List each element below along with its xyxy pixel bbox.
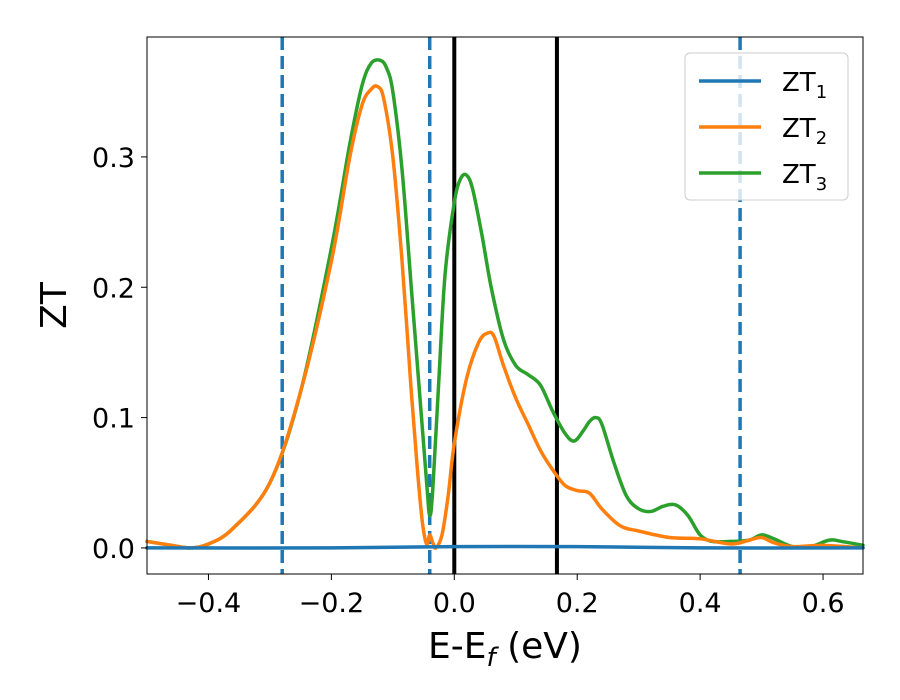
legend: ZT1 ZT2 ZT3 xyxy=(684,52,849,201)
x-axis-label: E-Ef (eV) xyxy=(428,626,582,673)
y-tick-label: 0.0 xyxy=(92,534,135,565)
series-lines xyxy=(145,58,865,550)
series-line-zt1 xyxy=(145,544,865,550)
x-tick-label: −0.2 xyxy=(299,588,365,619)
legend-box xyxy=(684,52,849,201)
x-tick-label: 0.6 xyxy=(802,588,845,619)
x-tick-label: −0.4 xyxy=(176,588,242,619)
x-tick-label: 0.4 xyxy=(679,588,722,619)
reference-lines xyxy=(280,37,742,574)
y-tick-label: 0.2 xyxy=(92,273,135,304)
x-axis-ticks: −0.4 −0.2 0.0 0.2 0.4 0.6 xyxy=(176,574,845,619)
legend-label-zt2: ZT2 xyxy=(782,114,827,149)
x-tick-label: 0.0 xyxy=(433,588,476,619)
legend-label-zt3: ZT3 xyxy=(782,160,827,195)
series-line-zt3 xyxy=(145,58,865,550)
legend-label-zt1: ZT1 xyxy=(782,68,827,103)
y-tick-label: 0.3 xyxy=(92,143,135,174)
y-axis-ticks: 0.0 0.1 0.2 0.3 xyxy=(92,143,147,565)
series-line-zt2 xyxy=(145,84,865,550)
x-tick-label: 0.2 xyxy=(556,588,599,619)
y-axis-label: ZT xyxy=(34,281,75,329)
plot-frame xyxy=(146,36,864,575)
y-tick-label: 0.1 xyxy=(92,404,135,435)
